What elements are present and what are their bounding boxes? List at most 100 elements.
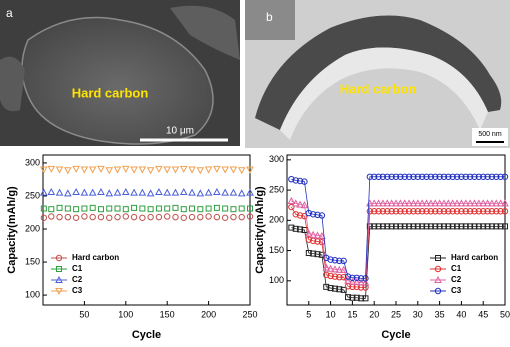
marker: [492, 199, 501, 207]
x-tick-label: 20: [369, 309, 379, 319]
x-tick-label: 15: [347, 309, 357, 319]
series: [288, 223, 508, 302]
legend-marker: [55, 288, 63, 296]
marker: [114, 205, 121, 212]
marker: [323, 271, 330, 278]
marker: [331, 265, 339, 273]
marker: [406, 223, 413, 230]
marker: [410, 173, 417, 180]
marker: [63, 167, 72, 175]
marker: [296, 200, 304, 208]
marker: [164, 213, 171, 220]
marker: [432, 223, 439, 230]
marker: [238, 205, 245, 212]
marker: [106, 214, 113, 221]
marker: [353, 274, 360, 281]
marker: [97, 213, 105, 221]
marker: [114, 213, 121, 221]
legend-label: C2: [72, 275, 83, 284]
marker: [292, 177, 299, 184]
marker: [72, 214, 80, 221]
marker: [339, 265, 348, 273]
marker: [197, 213, 204, 221]
marker: [340, 286, 347, 293]
marker: [310, 250, 317, 257]
marker: [246, 213, 254, 220]
marker: [392, 199, 400, 207]
marker: [436, 208, 443, 215]
y-tick-label: 150: [25, 256, 40, 266]
marker: [414, 173, 421, 180]
marker: [305, 236, 312, 243]
marker: [309, 211, 317, 218]
marker: [122, 206, 129, 213]
y-tick-label: 250: [269, 184, 284, 194]
marker: [314, 211, 321, 219]
y-axis-title: Capacity(mAh/g): [254, 186, 266, 274]
marker: [410, 208, 417, 215]
marker: [357, 278, 365, 286]
marker: [467, 223, 474, 230]
tem-corner: [245, 0, 295, 40]
marker: [89, 213, 96, 221]
marker: [453, 208, 461, 215]
marker: [436, 223, 443, 230]
marker: [362, 275, 369, 282]
marker: [331, 257, 339, 264]
y-tick-label: 150: [269, 245, 284, 255]
marker: [300, 201, 309, 209]
marker: [335, 265, 344, 273]
marker: [213, 204, 220, 211]
panel-label: b: [266, 10, 273, 24]
marker: [288, 175, 295, 183]
series-line: [291, 206, 505, 288]
marker: [213, 165, 221, 173]
marker: [304, 229, 313, 237]
x-axis-title: Cycle: [132, 329, 161, 341]
marker: [230, 206, 237, 213]
marker: [97, 187, 105, 196]
marker: [291, 199, 300, 207]
marker: [371, 173, 378, 180]
marker: [449, 223, 456, 230]
marker: [388, 223, 395, 230]
marker: [172, 204, 179, 211]
marker: [188, 166, 196, 174]
marker: [466, 173, 474, 180]
marker: [106, 205, 113, 212]
y-tick-label: 250: [25, 190, 40, 200]
marker: [488, 208, 496, 215]
marker: [138, 166, 147, 174]
marker: [444, 199, 453, 207]
marker: [384, 208, 391, 215]
marker: [301, 178, 308, 185]
marker: [448, 199, 457, 207]
x-tick-label: 50: [500, 309, 510, 319]
marker: [39, 188, 48, 196]
marker: [488, 173, 496, 180]
marker: [475, 173, 483, 180]
marker: [155, 213, 163, 221]
marker: [431, 199, 440, 207]
x-tick-label: 45: [478, 309, 488, 319]
marker: [72, 187, 80, 196]
legend-marker: [434, 265, 442, 273]
marker: [419, 223, 426, 230]
marker: [432, 208, 439, 215]
marker: [358, 295, 365, 302]
marker: [221, 166, 230, 174]
marker: [40, 205, 47, 212]
series: [40, 204, 253, 213]
marker: [436, 173, 443, 180]
marker: [322, 263, 331, 271]
marker: [440, 208, 448, 215]
series: [39, 187, 254, 197]
legend-label: C3: [72, 286, 83, 295]
marker: [171, 188, 180, 196]
marker: [80, 188, 89, 196]
marker: [327, 285, 334, 292]
marker: [471, 173, 478, 180]
marker: [348, 277, 357, 286]
marker: [397, 223, 404, 230]
